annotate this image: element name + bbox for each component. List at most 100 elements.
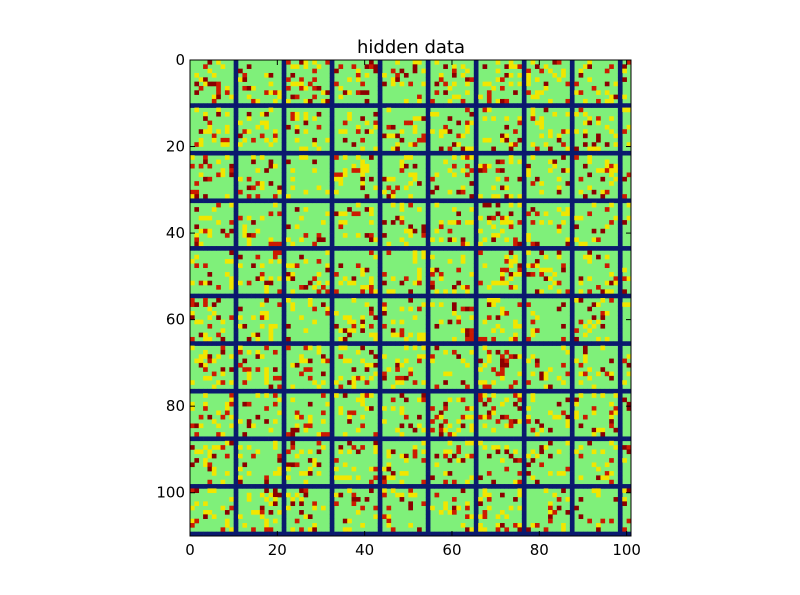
heatmap-cell xyxy=(403,72,409,78)
heatmap-cell xyxy=(430,280,435,286)
heatmap-cell xyxy=(438,410,444,416)
tile-border-cell xyxy=(369,198,374,204)
heatmap-cell xyxy=(548,68,553,74)
tile-border-cell xyxy=(473,354,479,359)
tile-border-cell xyxy=(329,142,335,147)
tile-border-cell xyxy=(473,345,479,351)
heatmap-cell xyxy=(626,449,632,455)
heatmap-cell xyxy=(303,367,309,372)
heatmap-cell xyxy=(351,64,357,69)
tile-border-cell xyxy=(281,163,287,169)
tile-border-cell xyxy=(504,198,510,204)
tile-border-cell xyxy=(233,60,239,65)
tile-border-cell xyxy=(617,484,623,489)
heatmap-cell xyxy=(351,142,357,147)
tile-border-cell xyxy=(373,484,379,489)
heatmap-cell xyxy=(312,116,317,121)
heatmap-cell xyxy=(373,68,379,74)
heatmap-cell xyxy=(456,94,462,100)
tile-border-cell xyxy=(190,103,195,108)
tile-border-cell xyxy=(495,103,501,108)
heatmap-cell xyxy=(203,362,208,368)
heatmap-cell xyxy=(334,393,339,398)
tile-border-cell xyxy=(473,211,479,217)
tile-border-cell xyxy=(521,492,527,498)
heatmap-cell xyxy=(451,94,457,100)
heatmap-cell xyxy=(334,211,339,217)
tile-border-cell xyxy=(255,388,261,394)
tile-border-cell xyxy=(617,81,623,87)
tile-border-cell xyxy=(543,388,549,394)
tile-border-cell xyxy=(617,254,623,260)
heatmap-cell xyxy=(360,323,365,329)
tile-border-cell xyxy=(233,103,239,108)
tile-border-cell xyxy=(473,384,479,390)
tile-border-cell xyxy=(377,388,383,394)
heatmap-cell xyxy=(491,479,496,485)
tile-border-cell xyxy=(281,315,287,320)
heatmap-cell xyxy=(386,462,392,468)
tile-border-cell xyxy=(268,246,274,251)
heatmap-cell xyxy=(316,111,322,117)
heatmap-cell xyxy=(399,492,405,498)
heatmap-cell xyxy=(565,371,571,377)
tile-border-cell xyxy=(569,163,575,169)
heatmap-cell xyxy=(264,367,269,372)
heatmap-cell xyxy=(355,427,361,433)
heatmap-cell xyxy=(286,432,291,437)
tile-border-cell xyxy=(617,194,623,199)
tile-border-cell xyxy=(281,124,287,130)
tile-border-cell xyxy=(377,453,383,459)
tile-border-cell xyxy=(220,293,226,299)
heatmap-cell xyxy=(508,336,514,342)
heatmap-cell xyxy=(451,349,457,355)
heatmap-cell xyxy=(600,323,606,329)
heatmap-cell xyxy=(548,367,553,372)
tile-border-cell xyxy=(233,397,239,403)
heatmap-cell xyxy=(408,155,413,160)
heatmap-cell xyxy=(264,90,269,95)
heatmap-cell xyxy=(504,194,510,199)
tile-border-cell xyxy=(425,189,431,195)
heatmap-cell xyxy=(198,241,204,247)
tile-border-cell xyxy=(569,207,575,212)
tile-border-cell xyxy=(377,427,383,433)
heatmap-cell xyxy=(596,371,601,377)
tile-border-cell xyxy=(521,358,527,364)
heatmap-cell xyxy=(207,280,213,286)
tile-border-cell xyxy=(207,293,213,299)
heatmap-cell xyxy=(543,267,549,273)
heatmap-cell xyxy=(338,280,344,286)
tile-border-cell xyxy=(617,272,623,277)
tile-border-cell xyxy=(473,159,479,165)
heatmap-cell xyxy=(382,310,387,316)
heatmap-cell xyxy=(220,336,226,342)
heatmap-cell xyxy=(395,215,400,221)
tile-border-cell xyxy=(281,410,287,416)
heatmap-cell xyxy=(434,462,440,468)
tile-border-cell xyxy=(569,272,575,277)
tile-border-cell xyxy=(233,505,239,511)
heatmap-cell xyxy=(355,168,361,173)
heatmap-cell xyxy=(609,280,614,286)
x-tick-label: 20 xyxy=(268,541,287,559)
heatmap-cell xyxy=(369,207,374,212)
heatmap-cell xyxy=(220,228,226,234)
tile-border-cell xyxy=(320,198,326,204)
tile-border-cell xyxy=(473,129,479,134)
heatmap-cell xyxy=(430,285,435,290)
heatmap-cell xyxy=(622,107,627,113)
tile-border-cell xyxy=(233,380,239,385)
heatmap-cell xyxy=(517,81,523,87)
tile-border-cell xyxy=(334,436,339,442)
heatmap-cell xyxy=(395,367,400,372)
tile-border-cell xyxy=(617,332,623,338)
heatmap-cell xyxy=(272,401,278,407)
tile-border-cell xyxy=(268,531,274,537)
heatmap-cell xyxy=(513,64,518,69)
heatmap-cell xyxy=(325,211,331,217)
tile-border-cell xyxy=(451,246,457,251)
heatmap-cell xyxy=(194,241,200,247)
heatmap-cell xyxy=(526,406,531,411)
tile-border-cell xyxy=(438,103,444,108)
